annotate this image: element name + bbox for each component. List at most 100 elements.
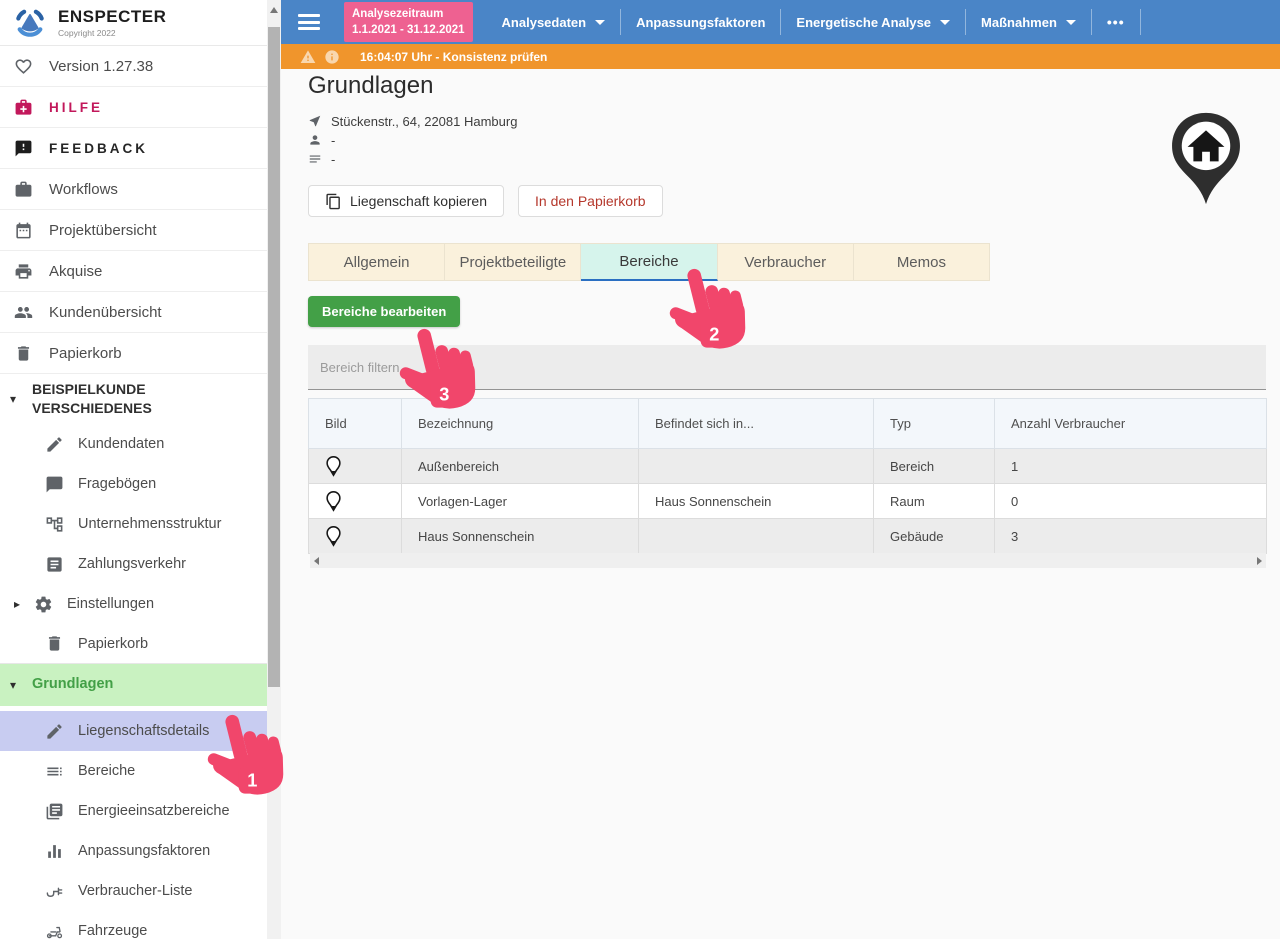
sidebar-item-projektuebersicht[interactable]: Projektübersicht — [0, 210, 267, 251]
tab-allgemein[interactable]: Allgemein — [308, 243, 446, 281]
home-location-pin-icon — [1167, 110, 1245, 207]
tab-projektbeteiligte[interactable]: Projektbeteiligte — [445, 243, 582, 281]
menu-icon[interactable] — [298, 11, 320, 34]
topnav-anpassungsfaktoren[interactable]: Anpassungsfaktoren — [621, 0, 780, 44]
annotation-cursor-2: 2 — [662, 264, 754, 364]
topnav-energetische-analyse[interactable]: Energetische Analyse — [781, 0, 965, 44]
sidebar-item-label: Papierkorb — [49, 344, 122, 362]
sidebar-item-bereiche[interactable]: Bereiche — [0, 751, 267, 791]
bar-chart-icon — [45, 842, 64, 861]
sidebar-item-label: Anpassungsfaktoren — [78, 843, 211, 859]
scroll-left-arrow-icon[interactable] — [314, 556, 319, 565]
sidebar-item-label: Fragebögen — [78, 476, 157, 492]
scroll-up-arrow-icon[interactable] — [270, 7, 278, 13]
sidebar-group-grundlagen[interactable]: ▾ Grundlagen — [0, 664, 267, 706]
more-options-button[interactable]: ••• — [1092, 0, 1140, 44]
sidebar-item-papierkorb-kunde[interactable]: Papierkorb — [0, 624, 267, 664]
sidebar-item-hilfe[interactable]: HILFE — [0, 87, 267, 128]
cell-anzahl-verbraucher: 0 — [994, 483, 1267, 519]
table-row[interactable]: Außenbereich Bereich 1 — [308, 448, 1267, 484]
page-title: Grundlagen — [308, 72, 434, 99]
cell-bild — [308, 448, 402, 484]
location-pin-icon — [325, 490, 342, 512]
cell-bezeichnung: Haus Sonnenschein — [401, 518, 639, 554]
tab-bereiche[interactable]: Bereiche — [581, 243, 718, 281]
sidebar-item-frageboegen[interactable]: Fragebögen — [0, 464, 267, 504]
sidebar-group-beispielkunde[interactable]: ▾ BEISPIELKUNDE VERSCHIEDENES — [0, 374, 267, 424]
cell-befindet-sich-in — [638, 518, 874, 554]
sidebar-item-papierkorb[interactable]: Papierkorb — [0, 333, 267, 374]
alert-message: 16:04:07 Uhr - Konsistenz prüfen — [360, 49, 548, 64]
sidebar-scrollbar[interactable] — [267, 0, 281, 939]
cell-bezeichnung: Vorlagen-Lager — [401, 483, 639, 519]
annotation-step-number: 2 — [709, 324, 719, 344]
notes-row: - — [308, 150, 517, 168]
sidebar-item-version[interactable]: Version 1.27.38 — [0, 46, 267, 87]
caret-down-icon — [1065, 19, 1076, 25]
sidebar-item-label: Liegenschaftsdetails — [78, 723, 210, 739]
analysis-period-box[interactable]: Analysezeitraum 1.1.2021 - 31.12.2021 — [344, 1, 473, 43]
edit-bereiche-button[interactable]: Bereiche bearbeiten — [308, 296, 461, 327]
tab-bar: Allgemein Projektbeteiligte Bereiche Ver… — [308, 243, 991, 281]
notes-value: - — [331, 151, 336, 167]
contact-row: - — [308, 131, 517, 149]
sidebar-item-label: Workflows — [49, 180, 118, 198]
notes-icon — [308, 152, 322, 166]
sidebar-item-zahlungsverkehr[interactable]: Zahlungsverkehr — [0, 544, 267, 584]
sidebar-item-liegenschaftsdetails[interactable]: Liegenschaftsdetails — [0, 711, 267, 751]
annotation-cursor-3: 3 — [392, 324, 484, 424]
scroll-right-arrow-icon[interactable] — [1257, 556, 1262, 565]
copy-property-button[interactable]: Liegenschaft kopieren — [308, 185, 504, 217]
sidebar-item-akquise[interactable]: Akquise — [0, 251, 267, 292]
caret-down-icon: ▾ — [10, 678, 17, 692]
sidebar-item-kundenuebersicht[interactable]: Kundenübersicht — [0, 292, 267, 333]
sidebar-item-verbraucher-liste[interactable]: Verbraucher-Liste — [0, 871, 267, 911]
copy-button-label: Liegenschaft kopieren — [350, 193, 487, 209]
sidebar-item-label: Projektübersicht — [49, 221, 157, 239]
sidebar-item-workflows[interactable]: Workflows — [0, 169, 267, 210]
fax-icon — [14, 262, 33, 281]
sidebar: ENSPECTER Copyright 2022 Version 1.27.38… — [0, 0, 267, 939]
scrollbar-thumb[interactable] — [268, 27, 280, 687]
enspecter-logo-icon — [12, 5, 48, 41]
address-text: Stückenstr., 64, 22081 Hamburg — [331, 113, 518, 129]
sidebar-item-kundendaten[interactable]: Kundendaten — [0, 424, 267, 464]
location-pin-icon — [325, 455, 342, 477]
chat-bubble-icon — [45, 475, 64, 494]
sidebar-item-label: Akquise — [49, 262, 103, 280]
column-header: Befindet sich in... — [638, 398, 874, 449]
sidebar-item-fahrzeuge[interactable]: Fahrzeuge — [0, 911, 267, 939]
divider — [620, 9, 622, 35]
app-logo: ENSPECTER Copyright 2022 — [0, 0, 267, 46]
sidebar-item-label: Verbraucher-Liste — [78, 883, 193, 899]
calendar-icon — [14, 221, 33, 240]
sidebar-item-energieeinsatzbereiche[interactable]: Energieeinsatzbereiche — [0, 791, 267, 831]
location-pin-icon — [325, 525, 342, 547]
topnav-massnahmen[interactable]: Maßnahmen — [966, 0, 1091, 44]
sidebar-item-anpassungsfaktoren[interactable]: Anpassungsfaktoren — [0, 831, 267, 871]
copy-icon — [325, 193, 342, 210]
sidebar-item-label: Unternehmensstruktur — [78, 516, 222, 532]
move-to-trash-button[interactable]: In den Papierkorb — [518, 185, 663, 217]
sidebar-item-feedback[interactable]: FEEDBACK — [0, 128, 267, 169]
caret-down-icon — [940, 19, 951, 25]
alert-bar[interactable]: 16:04:07 Uhr - Konsistenz prüfen — [281, 44, 1280, 69]
table-horizontal-scrollbar[interactable] — [310, 553, 1266, 568]
bereiche-table: Bild Bezeichnung Befindet sich in... Typ… — [308, 398, 1267, 554]
topnav-label: Energetische Analyse — [796, 14, 932, 30]
tab-verbraucher[interactable]: Verbraucher — [717, 243, 854, 281]
sidebar-item-unternehmensstruktur[interactable]: Unternehmensstruktur — [0, 504, 267, 544]
sidebar-item-einstellungen[interactable]: ▸ Einstellungen — [0, 584, 267, 624]
annotation-step-number: 1 — [247, 770, 257, 790]
table-row[interactable]: Haus Sonnenschein Gebäude 3 — [308, 518, 1267, 554]
table-row[interactable]: Vorlagen-Lager Haus Sonnenschein Raum 0 — [308, 483, 1267, 519]
topnav-analysedaten[interactable]: Analysedaten — [487, 0, 621, 44]
caret-down-icon — [595, 19, 606, 25]
sidebar-item-label: Zahlungsverkehr — [78, 556, 186, 572]
trash-button-label: In den Papierkorb — [535, 193, 646, 209]
topnav-label: Maßnahmen — [981, 14, 1057, 30]
cell-befindet-sich-in: Haus Sonnenschein — [638, 483, 874, 519]
tab-memos[interactable]: Memos — [853, 243, 991, 281]
warning-icon — [300, 49, 316, 65]
feedback-label: FEEDBACK — [49, 140, 149, 156]
